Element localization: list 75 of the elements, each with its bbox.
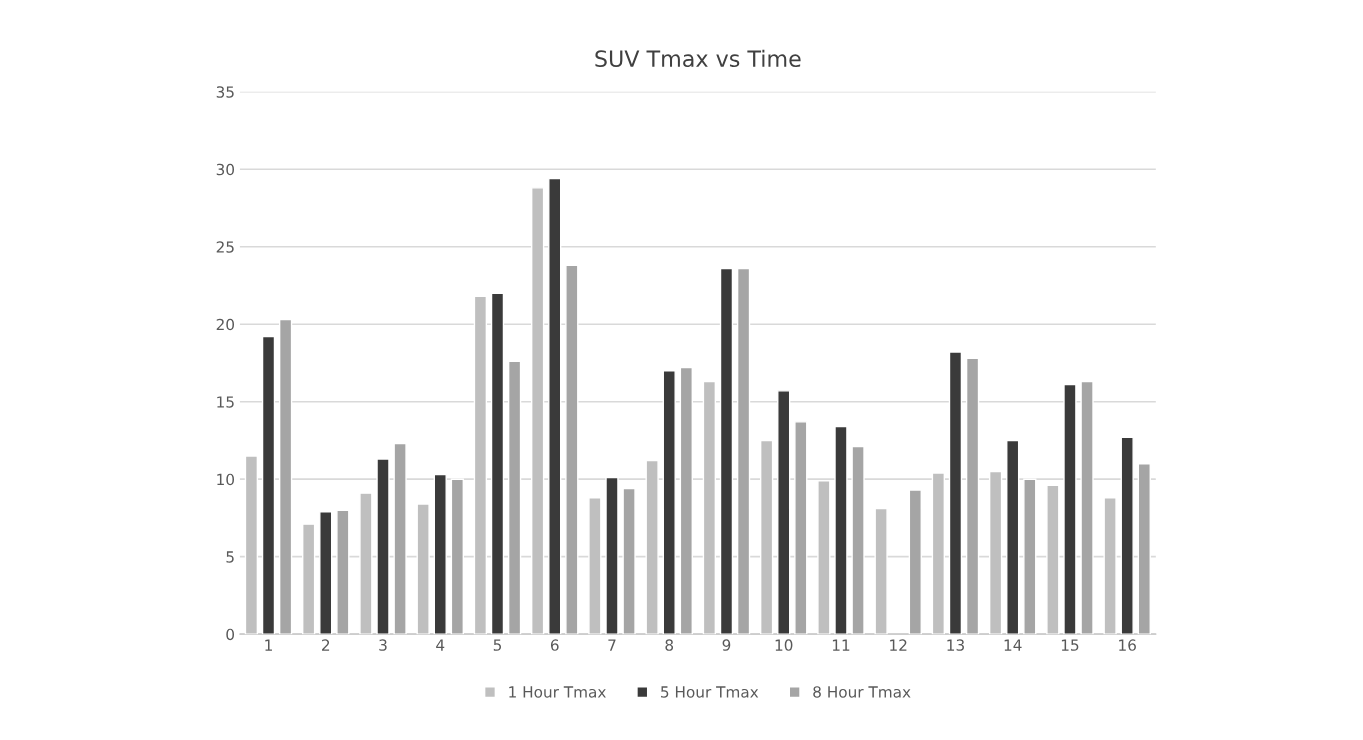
x-tick-label: 3 <box>379 639 387 651</box>
x-tick-label: 7 <box>608 639 616 651</box>
bar <box>759 439 774 635</box>
bar <box>450 478 464 635</box>
x-tick-label: 4 <box>436 639 445 651</box>
bar <box>490 292 505 635</box>
y-tick-label: 5 <box>226 551 234 563</box>
x-tick-label: 12 <box>890 639 907 651</box>
x-tick-label: 13 <box>947 639 964 651</box>
bar <box>1120 436 1134 635</box>
bar <box>874 507 888 635</box>
bar <box>1023 478 1037 635</box>
bar <box>278 318 293 635</box>
bar <box>817 480 831 635</box>
y-tick-label: 30 <box>216 163 235 176</box>
bar <box>908 489 922 635</box>
x-tick-label: 9 <box>722 639 731 651</box>
x-tick-label: 8 <box>665 639 674 651</box>
legend-label: 1 Hour Tmax <box>509 686 606 698</box>
legend-label: 5 Hour Tmax <box>661 686 759 698</box>
legend-label: 8 Hour Tmax <box>813 686 911 698</box>
bar <box>244 455 259 635</box>
bar <box>719 267 734 635</box>
y-tick-label: 20 <box>216 318 235 331</box>
x-tick-label: 11 <box>832 639 850 651</box>
bar <box>393 442 407 635</box>
bar <box>622 487 636 635</box>
x-tick-label: 2 <box>322 639 330 651</box>
bar <box>679 366 693 635</box>
bar <box>376 458 390 635</box>
bar <box>645 459 659 635</box>
bar <box>794 421 808 635</box>
bar <box>851 445 865 635</box>
bar <box>1103 497 1117 635</box>
bar <box>261 335 276 635</box>
bar <box>336 509 350 635</box>
bar <box>588 497 602 635</box>
chart-title: SUV Tmax vs Time <box>595 49 801 68</box>
bar <box>359 492 373 635</box>
x-tick-label: 5 <box>493 639 502 651</box>
bar <box>473 295 488 635</box>
bar <box>530 187 545 635</box>
x-tick-label: 6 <box>550 639 559 651</box>
x-tick-label: 1 <box>265 639 272 651</box>
x-tick-label: 16 <box>1119 639 1136 651</box>
bar <box>302 523 316 635</box>
y-tick-label: 35 <box>216 86 234 98</box>
bar <box>988 470 1003 635</box>
bar <box>931 472 946 635</box>
x-tick-label: 10 <box>775 639 793 651</box>
bar <box>548 177 562 635</box>
bar <box>1063 383 1077 635</box>
bar <box>965 357 980 635</box>
bar <box>948 351 963 635</box>
bar <box>736 267 751 635</box>
y-tick-label: 15 <box>217 396 234 408</box>
bar <box>834 425 848 635</box>
bar <box>416 503 430 635</box>
bar <box>605 476 619 635</box>
y-tick-label: 10 <box>217 473 235 486</box>
bar <box>702 380 717 635</box>
x-tick-label: 14 <box>1004 639 1022 651</box>
bar <box>777 390 791 635</box>
y-tick-label: 25 <box>216 241 234 253</box>
x-tick-label: 15 <box>1061 639 1079 651</box>
bar <box>1080 380 1094 635</box>
bar <box>1137 463 1151 635</box>
bar <box>1006 439 1020 635</box>
bar <box>1046 484 1060 635</box>
bar <box>319 511 333 635</box>
bar <box>565 264 579 635</box>
y-tick-label: 0 <box>226 628 235 641</box>
bar <box>507 360 522 635</box>
bar <box>433 473 447 635</box>
bar <box>662 370 676 635</box>
